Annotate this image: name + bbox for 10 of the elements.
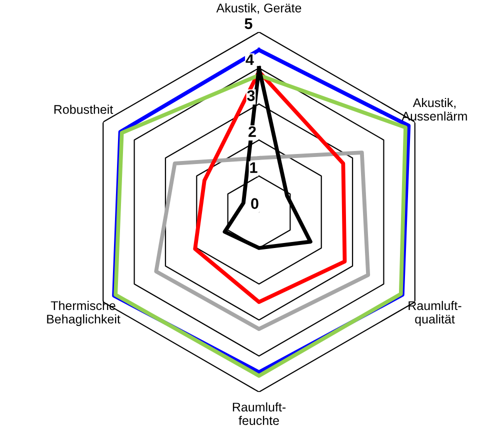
y-tick-label: 4 — [246, 54, 254, 65]
y-tick-label: 2 — [248, 126, 256, 137]
spoke-label: Robustheit — [54, 104, 114, 114]
spoke-label: Raumluft- feuchte — [232, 402, 286, 426]
y-tick-label: 1 — [250, 162, 258, 173]
spoke-label: Akustik, Geräte — [216, 3, 302, 14]
y-tick-label: 5 — [244, 18, 252, 30]
y-tick-label: 3 — [247, 90, 255, 102]
spoke-label: Raumluft- qualität — [408, 300, 462, 326]
y-tick-label: 0 — [251, 198, 258, 209]
